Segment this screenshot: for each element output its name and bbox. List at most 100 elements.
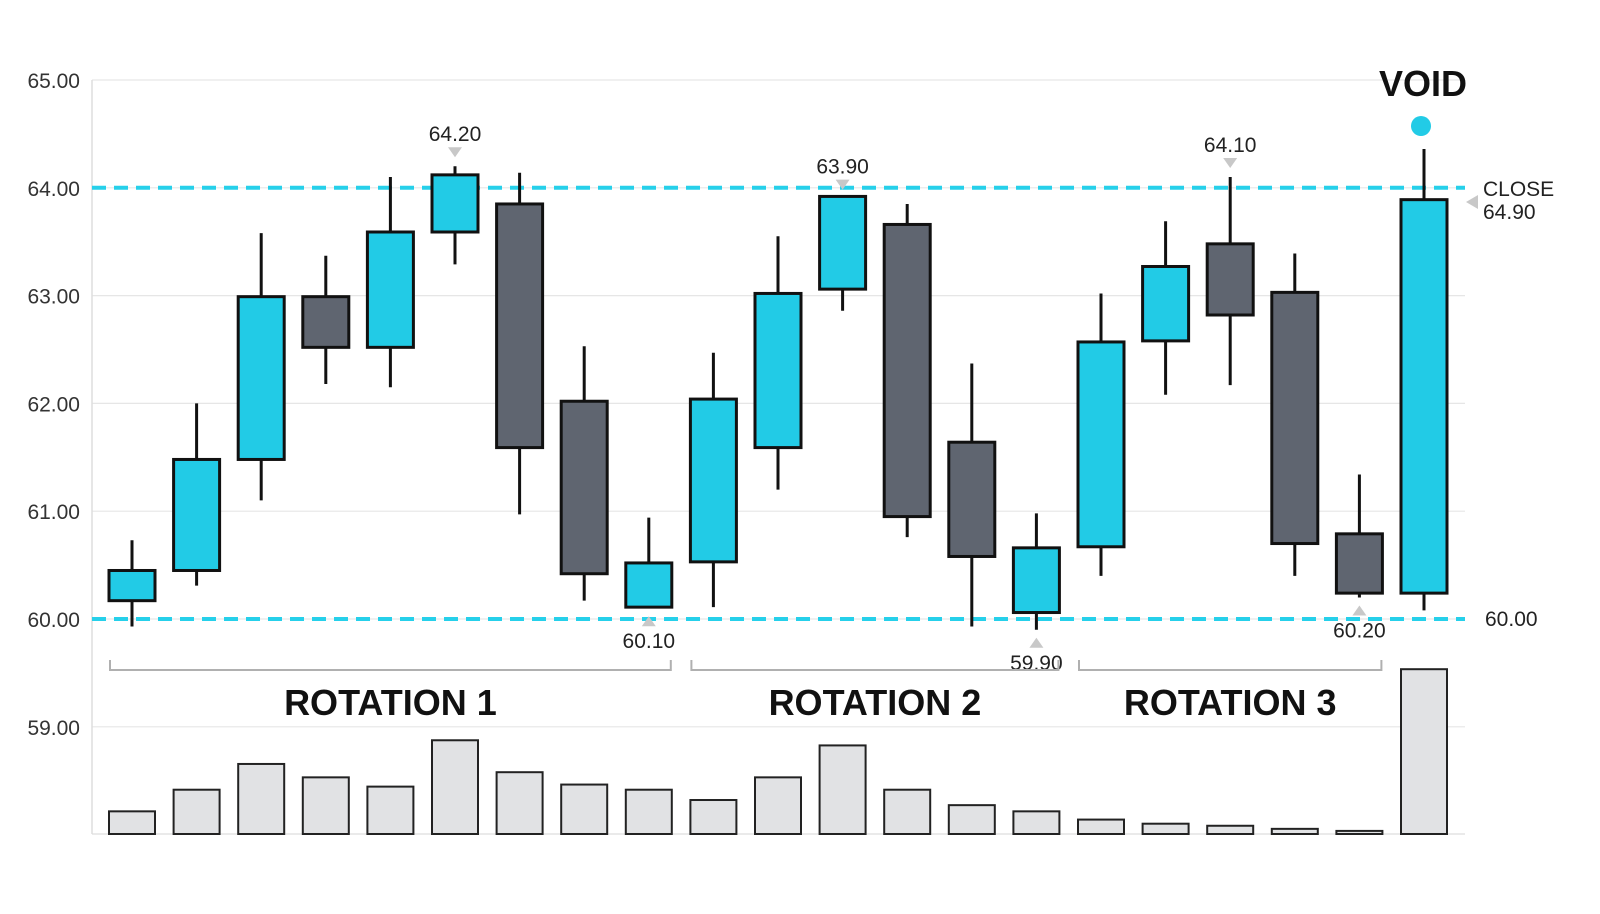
y-tick-label: 63.00 [27, 286, 80, 309]
void-dot [1411, 116, 1431, 136]
volume-bar [624, 788, 673, 836]
candle-body [301, 295, 351, 349]
candle [365, 177, 415, 388]
volume-bar [237, 762, 286, 836]
volume-bar [301, 776, 350, 835]
right-side-labels: CLOSE 64.90 60.00 [1466, 178, 1554, 631]
candle-body [818, 194, 868, 291]
candle [1205, 177, 1255, 386]
candle [172, 403, 222, 586]
candle [624, 517, 674, 609]
candle-body [688, 397, 738, 564]
volume-bar [172, 788, 221, 836]
candle-body [495, 202, 545, 450]
rotation-bracket [690, 660, 1060, 671]
candle [1076, 293, 1126, 576]
volume-bars [108, 668, 1448, 836]
volume-bar [1335, 829, 1384, 835]
volume-bar [754, 776, 802, 835]
volume-bar [883, 788, 932, 836]
candle [688, 352, 738, 608]
candle-body [882, 222, 932, 519]
candle [1011, 513, 1061, 630]
candle-body [430, 173, 480, 234]
y-tick-label: 59.00 [27, 717, 80, 740]
volume-bar [1077, 818, 1125, 836]
y-tick-label: 65.00 [27, 70, 80, 93]
lower-level-label: 60.00 [1485, 608, 1538, 631]
candle [236, 233, 286, 501]
close-pointer-icon [1466, 195, 1478, 209]
close-label-value: 64.90 [1483, 201, 1536, 224]
level-lines [92, 185, 1465, 621]
volume-bar [495, 771, 544, 836]
void-label: VOID [1379, 63, 1467, 104]
volume-bar [1206, 824, 1255, 836]
volume-bar [108, 810, 156, 836]
volume-bar [560, 783, 609, 835]
rotation-bracket [109, 660, 672, 671]
candle [1334, 474, 1384, 598]
candle [495, 172, 545, 515]
candle [1141, 221, 1191, 395]
candle-body [1270, 290, 1320, 546]
marker-up-icon [641, 616, 656, 627]
candle [430, 166, 480, 265]
price-annotation: 64.10 [1204, 134, 1257, 157]
volume-bar [366, 785, 415, 835]
y-tick-label: 64.00 [27, 178, 80, 201]
candle [882, 203, 932, 538]
marker-down-icon [1223, 158, 1238, 169]
candle-body [107, 568, 157, 603]
candle-body [172, 457, 222, 572]
y-axis: 65.00 64.00 63.00 62.00 61.00 60.00 59.00 [27, 70, 93, 834]
candle [107, 540, 157, 627]
candle [301, 255, 351, 384]
candle [1399, 148, 1449, 611]
candle [753, 236, 803, 490]
price-annotation: 59.90 [1010, 652, 1063, 675]
price-annotation: 60.20 [1333, 619, 1386, 642]
volume-bar [431, 739, 479, 836]
candle-body [753, 291, 803, 450]
volume-bar [689, 799, 738, 836]
candle-body [236, 295, 286, 461]
price-annotation: 63.90 [816, 156, 869, 179]
marker-down-icon [448, 147, 462, 158]
candle-body [1141, 264, 1191, 343]
candle-body [1011, 546, 1061, 615]
candles [107, 148, 1449, 630]
candle-body [1334, 532, 1384, 595]
marker-up-icon [1029, 637, 1044, 648]
rotation-label: ROTATION 2 [769, 682, 982, 723]
candle-body [947, 440, 997, 558]
rotation-brackets: ROTATION 1 ROTATION 2 ROTATION 3 [109, 660, 1383, 723]
rotation-label: ROTATION 3 [1124, 682, 1337, 723]
candle [559, 346, 609, 601]
candle-body [1205, 242, 1255, 317]
volume-bar [818, 744, 867, 835]
void-marker: VOID [1379, 63, 1467, 136]
price-annotation: 64.20 [429, 123, 482, 146]
candle-body [559, 399, 609, 576]
rotation-bracket [1078, 660, 1383, 671]
marker-down-icon [835, 179, 850, 190]
y-tick-label: 62.00 [27, 393, 80, 416]
candle [818, 194, 868, 311]
candle [1270, 253, 1320, 576]
price-annotation: 60.10 [623, 630, 676, 653]
close-label-title: CLOSE [1483, 178, 1554, 201]
candle-body [624, 561, 674, 609]
y-tick-label: 61.00 [27, 501, 80, 524]
volume-bar [1270, 827, 1319, 835]
volume-bar [1400, 668, 1448, 836]
candle-body [365, 230, 415, 349]
candle-body [1399, 198, 1449, 595]
candle [947, 363, 997, 627]
candle-body [1076, 340, 1126, 549]
volume-bar [1141, 822, 1190, 836]
marker-up-icon [1352, 605, 1367, 616]
volume-bar [1012, 810, 1061, 836]
rotation-label: ROTATION 1 [284, 682, 497, 723]
